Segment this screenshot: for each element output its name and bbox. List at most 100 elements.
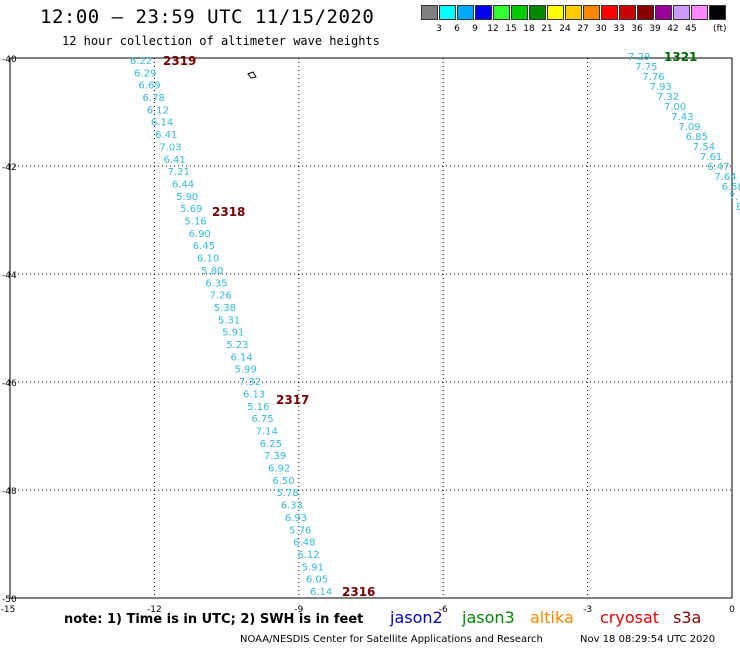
- pass-time-label: 2316: [342, 585, 375, 599]
- legend-swatch: [709, 5, 726, 20]
- wave-height-value: 6.05: [306, 575, 328, 586]
- satellite-name-altika: altika: [530, 608, 574, 627]
- wave-height-value: 5.16: [247, 402, 269, 413]
- wave-height-value: 5.76: [289, 525, 311, 536]
- pass-time-label: 2319: [163, 54, 196, 68]
- wave-height-value: 6.58: [722, 182, 740, 193]
- legend-label: 9: [472, 24, 478, 34]
- pass-time-label: 1321: [664, 50, 697, 64]
- wave-height-value: 7.09: [678, 122, 700, 133]
- legend-label: 6: [454, 24, 460, 34]
- footer-note: note: 1) Time is in UTC; 2) SWH is in fe…: [64, 612, 364, 627]
- legend-swatch: [511, 5, 528, 20]
- wave-height-value: 5.23: [226, 340, 248, 351]
- wave-height-value: 5.31: [218, 315, 240, 326]
- satellite-name-cryosat: cryosat: [600, 608, 660, 627]
- wave-height-value: 7.00: [664, 102, 686, 113]
- satellite-name-jason2: jason2: [390, 608, 443, 627]
- wave-height-value: 5.91: [222, 328, 244, 339]
- wave-height-value: 6.14: [151, 118, 173, 129]
- legend-label: 24: [559, 24, 571, 34]
- wave-height-value: 6.25: [260, 439, 282, 450]
- satellite-name-jason3: jason3: [462, 608, 515, 627]
- wave-height-value: 6.69: [138, 81, 160, 92]
- legend-swatch: [601, 5, 618, 20]
- latitude-tick-label: -42: [2, 163, 17, 173]
- wave-height-value: 7.14: [256, 426, 278, 437]
- legend-label: 39: [649, 24, 661, 34]
- wave-height-value: 6.48: [293, 538, 315, 549]
- wave-height-value: 5.78: [277, 488, 299, 499]
- latitude-tick-label: -40: [2, 55, 17, 65]
- legend-label: 33: [613, 24, 625, 34]
- latitude-tick-label: -46: [2, 379, 17, 389]
- legend-label: 36: [631, 24, 643, 34]
- wave-height-value: 7.54: [693, 142, 715, 153]
- wave-height-value: 6.12: [297, 550, 319, 561]
- longitude-tick-label: -15: [1, 605, 16, 615]
- wave-height-value: 6.35: [205, 278, 227, 289]
- wave-height-value: 5.99: [235, 365, 257, 376]
- map-subtitle: 12 hour collection of altimeter wave hei…: [62, 34, 380, 48]
- wave-height-value: 6.93: [285, 513, 307, 524]
- wave-height-value: 7.29: [628, 52, 650, 63]
- wave-height-value: 6.47: [707, 162, 729, 173]
- latitude-tick-label: -48: [2, 487, 17, 497]
- legend-swatch: [547, 5, 564, 20]
- wave-height-value: 6.14: [230, 352, 252, 363]
- wave-height-value: 7.64: [714, 172, 736, 183]
- legend-label: 45: [685, 24, 697, 34]
- legend-swatch: [673, 5, 690, 20]
- wave-height-value: 6.75: [251, 414, 273, 425]
- wave-height-value: 6.41: [155, 130, 177, 141]
- legend-label: 15: [505, 24, 517, 34]
- longitude-tick-label: 0: [729, 605, 735, 615]
- island-outline: [247, 71, 257, 79]
- wave-height-value: 6.14: [310, 587, 332, 598]
- wave-height-value: 7.32: [239, 377, 261, 388]
- legend-swatch: [475, 5, 492, 20]
- wave-height-value: 5.16: [184, 217, 206, 228]
- wave-height-value: 7.61: [700, 152, 722, 163]
- legend-swatch: [439, 5, 456, 20]
- legend-label: 3: [436, 24, 442, 34]
- legend-label: 21: [541, 24, 553, 34]
- wave-height-value: 7.93: [650, 82, 672, 93]
- satellite-name-s3a: s3a: [673, 608, 702, 627]
- legend-swatch: [493, 5, 510, 20]
- longitude-tick-label: -6: [439, 605, 448, 615]
- wave-height-value: 5.91: [302, 562, 324, 573]
- wave-height-value: 6.44: [172, 179, 194, 190]
- latitude-tick-label: -44: [2, 271, 17, 281]
- wave-height-value: 6.85: [686, 132, 708, 143]
- wave-height-value: 7.43: [671, 112, 693, 123]
- legend-swatch: [565, 5, 582, 20]
- legend-label: 30: [595, 24, 607, 34]
- wave-height-value: 6.22: [130, 56, 152, 67]
- legend-swatch: [619, 5, 636, 20]
- wave-height-value: 6.78: [143, 93, 165, 104]
- wave-height-value: 7.21: [168, 167, 190, 178]
- map-frame: [9, 57, 733, 599]
- wave-height-value: 6.45: [193, 241, 215, 252]
- wave-height-value: 5.90: [176, 192, 198, 203]
- wave-height-value: 6.29: [134, 68, 156, 79]
- wave-height-value: 5.80: [201, 266, 223, 277]
- wave-height-value: 5.69: [180, 204, 202, 215]
- wave-height-value: 6.41: [163, 155, 185, 166]
- legend-label: 27: [577, 24, 589, 34]
- wave-height-value: 8: [736, 202, 740, 213]
- legend-label: 18: [523, 24, 535, 34]
- wave-height-value: 6.90: [189, 229, 211, 240]
- pass-time-label: 2318: [212, 205, 245, 219]
- color-scale-legend: (ft) 3 6 9 12 15 18 21 24 27 30 33 36 39 42 45: [421, 5, 729, 39]
- legend-swatch: [421, 5, 438, 20]
- wave-height-value: 6.10: [197, 254, 219, 265]
- pass-time-label: 2317: [276, 393, 309, 407]
- legend-label: 12: [487, 24, 499, 34]
- legend-unit: (ft): [713, 24, 727, 34]
- wave-height-value: 6.33: [281, 501, 303, 512]
- latitude-tick-label: -50: [2, 595, 17, 605]
- wave-height-value: 6.13: [243, 389, 265, 400]
